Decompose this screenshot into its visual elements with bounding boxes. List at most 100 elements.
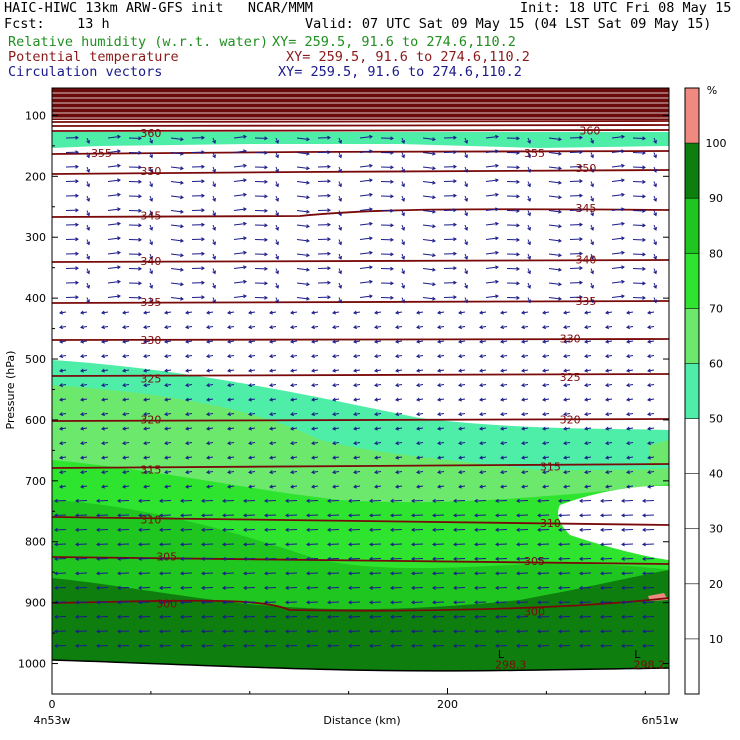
vector-head (264, 223, 268, 228)
vector-arrow (122, 311, 130, 314)
y-tick-label: 100 (25, 109, 46, 122)
vector-arrow (290, 326, 298, 328)
vector-head (516, 643, 520, 648)
vector-arrow (542, 311, 550, 314)
vector-arrow (117, 630, 130, 632)
vector-head (579, 135, 583, 140)
vector-head (311, 325, 315, 330)
vector-arrow (558, 587, 571, 589)
vector-arrow (611, 179, 625, 182)
vector-head (212, 154, 216, 159)
vector-head (516, 513, 520, 518)
vector-arrow (227, 398, 235, 401)
vector-arrow (584, 384, 592, 386)
vector-arrow (227, 326, 235, 328)
vector-arrow (170, 253, 184, 257)
vector-head (479, 368, 483, 373)
vector-head (653, 284, 657, 289)
vector-head (437, 325, 441, 330)
vector-head (437, 441, 441, 446)
vector-head (464, 241, 468, 246)
vector-arrow (233, 135, 247, 139)
vector-arrow (621, 500, 634, 502)
vector-arrow (395, 355, 403, 357)
vector-head (537, 513, 541, 518)
vector-arrow (411, 601, 424, 603)
vector-head (542, 441, 546, 446)
vector-head (122, 397, 126, 402)
vector-arrow (642, 616, 655, 618)
vector-arrow (59, 311, 67, 314)
vector-arrow (80, 442, 88, 444)
vector-head (227, 455, 231, 460)
vector-arrow (185, 398, 193, 401)
vector-arrow (647, 485, 655, 488)
vector-head (264, 571, 268, 576)
vector-head (411, 614, 415, 619)
vector-head (206, 354, 210, 359)
vector-arrow (647, 413, 655, 415)
vector-arrow (411, 558, 424, 560)
vector-head (248, 426, 252, 431)
vector-arrow (117, 601, 130, 603)
vector-head (227, 412, 231, 417)
vector-arrow (159, 514, 172, 516)
field-vectors-name: Circulation vectors (8, 64, 163, 80)
vector-head (516, 237, 520, 242)
vector-arrow (605, 398, 613, 401)
vector-arrow (311, 384, 319, 386)
vector-head (558, 224, 562, 229)
vector-arrow (500, 384, 508, 386)
vector-head (542, 412, 546, 417)
vector-arrow (542, 355, 550, 357)
vector-head (117, 163, 121, 168)
vector-arrow (96, 587, 109, 589)
vector-head (201, 179, 205, 184)
vector-head (647, 339, 651, 344)
vector-arrow (233, 295, 247, 298)
vector-head (306, 137, 310, 142)
vector-head (558, 513, 562, 518)
vector-head (579, 600, 583, 605)
vector-head (453, 237, 457, 242)
vector-arrow (164, 326, 172, 328)
vector-head (395, 470, 399, 475)
vector-head (479, 310, 483, 315)
vector-head (75, 208, 79, 213)
vector-head (453, 208, 457, 213)
vector-arrow (542, 369, 550, 372)
vector-arrow (548, 268, 562, 271)
vector-head (537, 556, 541, 561)
vector-arrow (353, 369, 361, 372)
vector-arrow (206, 326, 214, 328)
vector-head (353, 325, 357, 330)
vector-head (212, 212, 216, 217)
vector-head (138, 295, 142, 300)
vector-arrow (248, 326, 256, 328)
vector-arrow (479, 326, 487, 328)
vector-head (327, 295, 331, 300)
x-left-location: 4n53w (34, 714, 71, 727)
vector-head (306, 282, 310, 287)
vector-head (653, 197, 657, 202)
vector-head (395, 426, 399, 431)
vector-arrow (579, 601, 592, 603)
vector-head (479, 426, 483, 431)
vector-head (327, 193, 331, 198)
vector-arrow (437, 398, 445, 401)
vector-arrow (327, 616, 340, 618)
vector-head (558, 282, 562, 287)
vector-head (453, 513, 457, 518)
vector-arrow (206, 413, 214, 415)
vector-head (80, 441, 84, 446)
vector-head (285, 571, 289, 576)
vector-head (327, 135, 331, 140)
x-tick-label: 200 (437, 698, 458, 711)
vector-head (180, 527, 184, 532)
vector-arrow (605, 471, 613, 473)
vector-arrow (164, 413, 172, 415)
vector-arrow (80, 311, 88, 314)
vector-head (626, 484, 630, 489)
vector-head (59, 339, 63, 344)
vector-arrow (359, 150, 373, 153)
